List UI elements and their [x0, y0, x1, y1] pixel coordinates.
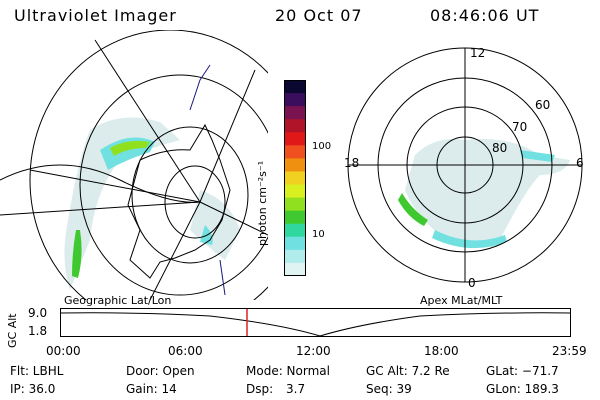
- mlt-label-18: 18: [344, 156, 360, 170]
- mlt-label-12: 12: [470, 46, 486, 60]
- colorbar-segment: [284, 145, 306, 159]
- polar-map-label: Apex MLat/MLT: [420, 294, 503, 307]
- observation-time: 08:46:06 UT: [430, 6, 540, 25]
- colorbar-segment: [284, 236, 306, 251]
- time-tick-2359: 23:59: [552, 344, 587, 358]
- mlt-label-6: 6: [576, 156, 584, 170]
- colorbar-segment: [284, 158, 306, 172]
- time-tick-1200: 12:00: [296, 344, 331, 358]
- gain-status: Gain: 14: [126, 382, 177, 396]
- instrument-title: Ultraviolet Imager: [14, 6, 177, 25]
- colorbar-segment: [284, 197, 306, 212]
- colorbar-tick-100: 100: [312, 141, 332, 152]
- polar-mlat-mlt-map: [347, 47, 583, 283]
- colorbar-segment: [284, 93, 306, 107]
- altitude-axis-label: GC Alt: [6, 313, 19, 348]
- dsp-value: 3.7: [286, 382, 306, 396]
- geographic-map-label: Geographic Lat/Lon: [64, 294, 172, 307]
- mlat-label-60: 60: [535, 98, 551, 112]
- geographic-map: [0, 30, 268, 300]
- time-tick-0000: 00:00: [46, 344, 81, 358]
- colorbar-segment: [284, 80, 306, 94]
- glon-status: GLon: 189.3: [486, 382, 559, 396]
- time-tick-1800: 18:00: [424, 344, 459, 358]
- mode-status: Mode: Normal: [246, 364, 330, 378]
- colorbar-segment: [284, 106, 306, 120]
- colorbar-segment: [284, 171, 306, 186]
- colorbar-tick-10: 10: [312, 229, 325, 240]
- altitude-min-label: 1.8: [28, 324, 48, 338]
- colorbar: [284, 80, 306, 276]
- colorbar-segment: [284, 210, 306, 225]
- mlat-label-70: 70: [512, 120, 528, 134]
- filter-status: Flt: LBHL: [10, 364, 64, 378]
- dsp-label: Dsp:: [246, 382, 274, 396]
- colorbar-segment: [284, 184, 306, 199]
- colorbar-segment: [284, 119, 306, 133]
- altitude-strip-chart: [60, 308, 572, 337]
- colorbar-segment: [284, 223, 306, 238]
- ip-status: IP: 36.0: [10, 382, 56, 396]
- time-tick-0600: 06:00: [168, 344, 203, 358]
- colorbar-unit-label: photon cm⁻²s⁻¹: [256, 160, 269, 246]
- colorbar-segment: [284, 262, 306, 276]
- colorbar-segment: [284, 132, 306, 146]
- observation-date: 20 Oct 07: [275, 6, 363, 25]
- gc-altitude-status: GC Alt: 7.2 Re: [366, 364, 450, 378]
- sequence-status: Seq: 39: [366, 382, 412, 396]
- mlt-label-0: 0: [468, 276, 476, 290]
- glat-status: GLat: −71.7: [486, 364, 559, 378]
- mlat-label-80: 80: [492, 141, 508, 155]
- colorbar-segment: [284, 249, 306, 264]
- altitude-max-label: 9.0: [28, 306, 48, 320]
- door-status: Door: Open: [126, 364, 195, 378]
